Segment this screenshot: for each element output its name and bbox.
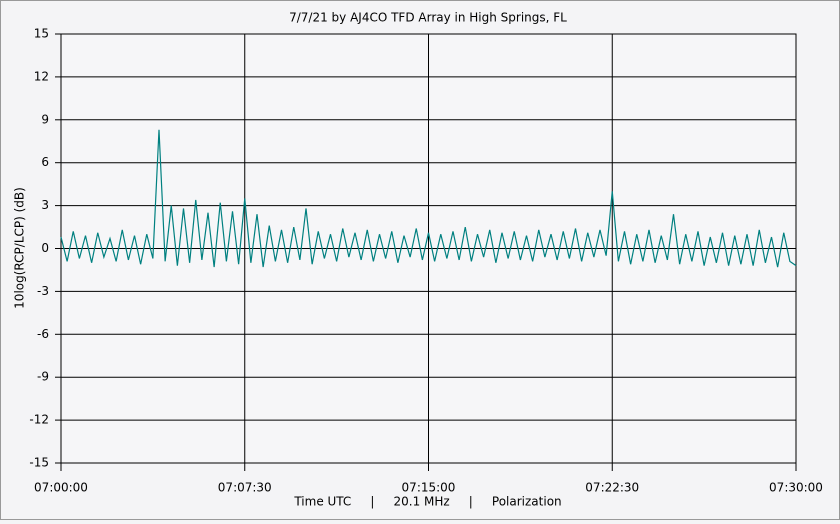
y-tick-label: 3 (41, 198, 49, 212)
y-tick-label: -9 (37, 370, 49, 384)
y-tick-label: 15 (34, 27, 49, 41)
data-line (60, 129, 797, 268)
y-axis-label: 10log(RCP/LCP) (dB) (13, 187, 27, 309)
y-tick-label: 6 (41, 155, 49, 169)
chart-title: 7/7/21 by AJ4CO TFD Array in High Spring… (289, 11, 567, 25)
x-tick-label: 07:07:30 (218, 481, 272, 495)
x-tick-label: 07:15:00 (402, 481, 456, 495)
y-tick-label: 12 (34, 69, 49, 83)
x-tick-label: 07:30:00 (769, 481, 823, 495)
y-tick-label: -15 (29, 456, 49, 470)
y-tick-label: -12 (29, 413, 49, 427)
x-axis-label: Time UTC | 20.1 MHz | Polarization (293, 495, 561, 509)
y-tick-label: -3 (37, 284, 49, 298)
x-tick-label: 07:00:00 (34, 481, 88, 495)
x-tick-label: 07:22:30 (585, 481, 639, 495)
y-tick-label: 0 (41, 241, 49, 255)
y-tick-label: -6 (37, 327, 49, 341)
y-tick-label: 9 (41, 112, 49, 126)
